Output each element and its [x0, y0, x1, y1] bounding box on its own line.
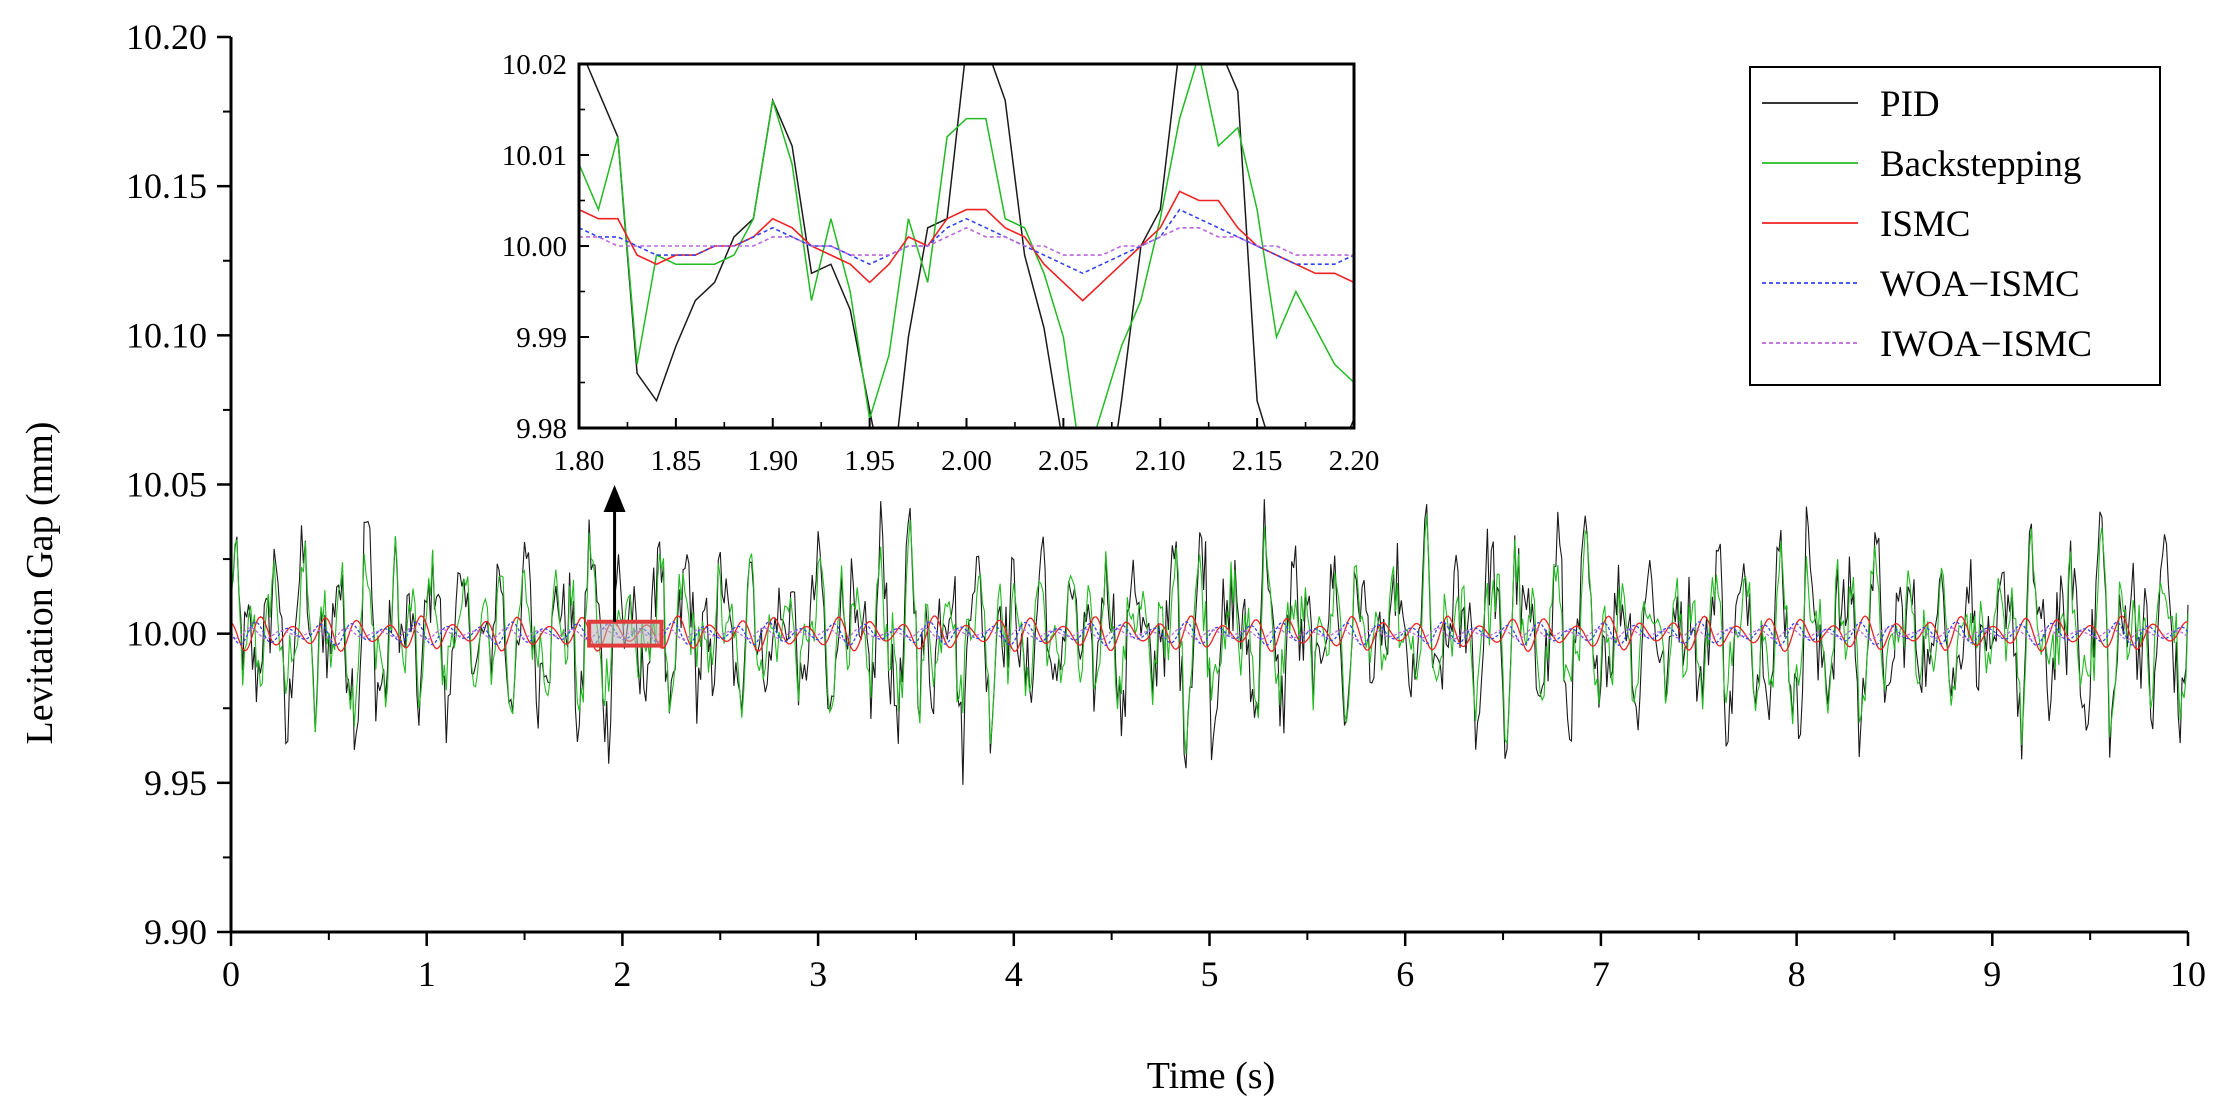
inset-y-tick-label: 9.98 [516, 413, 567, 445]
y-tick-label: 10.15 [126, 166, 207, 206]
legend-label-woa-ismc: WOA−ISMC [1880, 264, 2080, 305]
x-tick-label: 10 [2170, 954, 2206, 994]
legend-label-pid: PID [1880, 84, 1940, 125]
main-series-ismc [230, 615, 2189, 653]
x-tick-label: 5 [1201, 954, 1219, 994]
inset-series-iwoa-ismc [579, 226, 1354, 256]
inset-x-tick-label: 1.90 [747, 445, 798, 477]
y-tick-label: 10.10 [126, 315, 207, 355]
legend-label-backstepping: Backstepping [1880, 144, 2081, 185]
inset-series-woa-ismc [579, 208, 1354, 275]
inset-y-tick-label: 9.99 [516, 322, 567, 354]
x-tick-label: 1 [418, 954, 436, 994]
main-series-iwoa-ismc [230, 627, 2189, 641]
y-tick-label: 9.90 [144, 912, 207, 952]
main-series-pid [230, 499, 2189, 785]
x-tick-label: 8 [1788, 954, 1806, 994]
inset-x-tick-label: 1.85 [651, 445, 702, 477]
y-axis-title: Levitation Gap (mm) [19, 422, 61, 745]
inset-x-tick-label: 2.20 [1329, 445, 1380, 477]
inset-plot: 1.80 1.85 1.90 1.95 2.00 2.05 2.10 2.15 2.20 9.98… [502, 49, 1380, 477]
inset-x-tick-label: 1.95 [844, 445, 895, 477]
zoom-arrow [603, 485, 626, 622]
y-tick-label: 9.95 [144, 763, 207, 803]
y-tick-label: 10.20 [126, 17, 207, 57]
y-tick-label: 10.00 [126, 614, 207, 654]
inset-x-tick-label: 2.00 [941, 445, 992, 477]
legend: PID Backstepping ISMC WOA−ISMC IWOA−ISMC [1749, 66, 2161, 386]
main-series-woa-ismc [230, 621, 2189, 647]
x-tick-label: 9 [1983, 954, 2001, 994]
x-tick-label: 6 [1396, 954, 1414, 994]
main-axes: 0 1 2 3 4 5 6 7 8 9 10 9.90 9.95 10.00 10.05 10.10 10.15… [126, 17, 2206, 994]
inset-x-tick-label: 1.80 [554, 445, 605, 477]
inset-background [579, 64, 1354, 428]
x-axis-title: Time (s) [1147, 1055, 1275, 1097]
zoom-box-rect [587, 619, 664, 648]
x-tick-label: 3 [809, 954, 827, 994]
legend-box [1749, 66, 2161, 386]
x-tick-label: 0 [222, 954, 240, 994]
y-tick-label: 10.05 [126, 465, 207, 505]
inset-x-tick-label: 2.05 [1038, 445, 1089, 477]
inset-x-tick-label: 2.10 [1135, 445, 1186, 477]
x-tick-label: 7 [1592, 954, 1610, 994]
main-series-backstepping [230, 514, 2189, 755]
inset-series-backstepping [579, 64, 1354, 428]
inset-x-tick-label: 2.15 [1232, 445, 1283, 477]
inset-y-tick-label: 10.01 [502, 140, 567, 172]
x-tick-label: 4 [1005, 954, 1023, 994]
inset-series [579, 64, 1354, 428]
inset-series-pid [585, 64, 1354, 428]
inset-y-tick-label: 10.02 [502, 49, 567, 81]
zoom-region-box [587, 619, 664, 648]
x-tick-label: 2 [613, 954, 631, 994]
inset-y-tick-label: 10.00 [502, 231, 567, 263]
legend-label-iwoa-ismc: IWOA−ISMC [1880, 324, 2092, 365]
legend-label-ismc: ISMC [1880, 204, 1970, 245]
zoom-arrow-head [603, 485, 626, 512]
main-plot-series [230, 499, 2189, 785]
